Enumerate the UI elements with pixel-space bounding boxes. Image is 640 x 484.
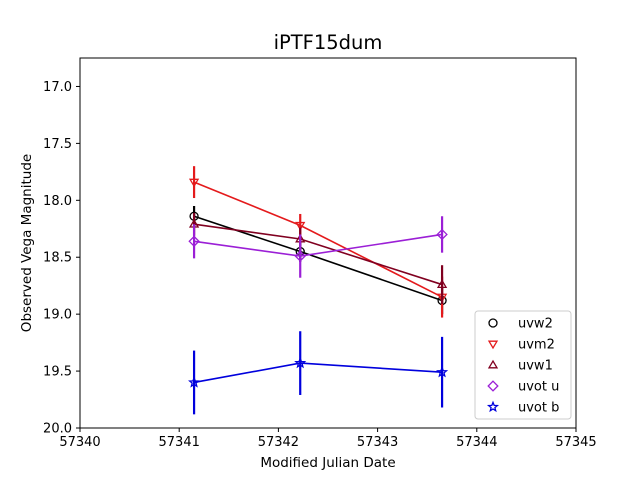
y-tick-label: 18.5 (43, 251, 72, 266)
y-tick-label: 17.5 (43, 137, 72, 152)
y-axis-label: Observed Vega Magnitude (19, 154, 35, 332)
marker-star (188, 376, 201, 388)
y-tick-label: 20.0 (43, 422, 72, 437)
y-tick-label: 19.5 (43, 365, 72, 380)
marker-triangle-down (295, 221, 306, 231)
legend-label: uvm2 (518, 338, 555, 353)
marker-diamond (188, 235, 200, 248)
y-tick-label: 18.0 (43, 194, 72, 209)
legend-label: uvw1 (518, 359, 553, 374)
marker-star (294, 356, 307, 369)
x-tick-label: 57341 (159, 435, 200, 450)
x-tick-label: 57342 (258, 435, 299, 450)
marker-triangle-up (436, 279, 448, 289)
legend-label: uvw2 (518, 317, 553, 332)
marker-diamond (436, 228, 448, 241)
x-tick-label: 57344 (456, 435, 497, 450)
series-layer (188, 166, 449, 415)
legend-marker (486, 400, 500, 413)
legend-label: uvot b (518, 401, 559, 416)
marker-triangle-down (188, 178, 200, 188)
legend: uvw2 uvm2 uvw1 uvot u uvot b (474, 310, 572, 420)
y-tick-label: 17.0 (43, 80, 72, 95)
marker-diamond (294, 250, 306, 262)
x-tick-label: 57340 (59, 435, 100, 450)
x-axis-label: Modified Julian Date (260, 455, 395, 471)
legend-marker (487, 340, 499, 350)
series-uvot-b (188, 331, 449, 415)
y-tick-label: 19.0 (43, 308, 72, 323)
marker-star (436, 365, 449, 378)
legend-label: uvot u (518, 380, 559, 395)
legend-marker (487, 359, 499, 369)
plot-frame (79, 57, 577, 429)
x-tick-label: 57345 (555, 435, 596, 450)
ticks-layer: 57340 57341 57342 57343 57344 57345 17.0 17.5 18… (43, 80, 597, 450)
series-uvot-u (188, 216, 448, 278)
chart-title: iPTF15dum (274, 31, 383, 54)
legend-marker (488, 318, 498, 328)
x-tick-label: 57343 (357, 435, 398, 450)
legend-box (474, 310, 572, 420)
legend-marker (487, 380, 499, 392)
